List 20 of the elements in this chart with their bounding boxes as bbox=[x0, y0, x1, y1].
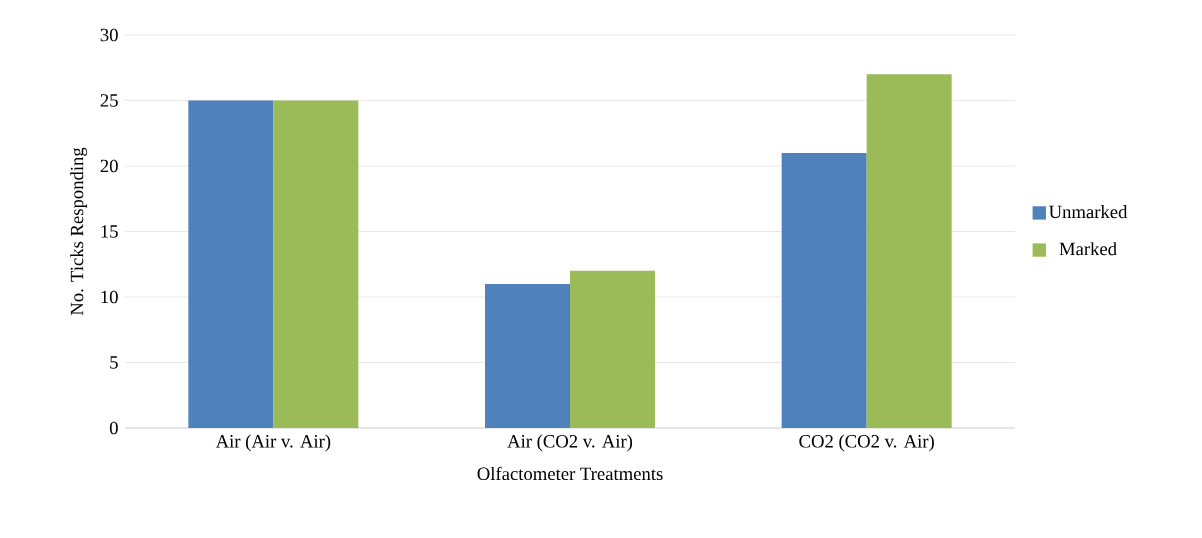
y-tick-label: 20 bbox=[100, 159, 118, 173]
x-tick-label: Air (Air v. Air) bbox=[215, 434, 331, 452]
x-tick-label: CO2 (CO2 v. Air) bbox=[799, 434, 934, 452]
bar bbox=[188, 100, 274, 428]
y-tick-label: 30 bbox=[100, 28, 118, 42]
legend-label: Unmarked bbox=[1049, 205, 1128, 219]
bar bbox=[570, 270, 655, 428]
legend-label: Marked bbox=[1059, 242, 1117, 256]
y-tick-label: 25 bbox=[100, 94, 118, 107]
bar bbox=[485, 283, 571, 428]
y-axis-title: No. Ticks Responding bbox=[70, 147, 88, 316]
y-tick-label: 0 bbox=[109, 421, 118, 435]
bar bbox=[866, 74, 952, 428]
y-tick-label: 5 bbox=[110, 356, 118, 369]
bar bbox=[273, 100, 359, 428]
y-tick-label: 10 bbox=[101, 290, 118, 304]
x-axis-title: Olfactometer Treatments bbox=[477, 466, 663, 481]
y-tick-label: 15 bbox=[101, 225, 118, 238]
bar bbox=[781, 152, 867, 428]
x-tick-label: Air (CO2 v. Air) bbox=[507, 434, 633, 452]
